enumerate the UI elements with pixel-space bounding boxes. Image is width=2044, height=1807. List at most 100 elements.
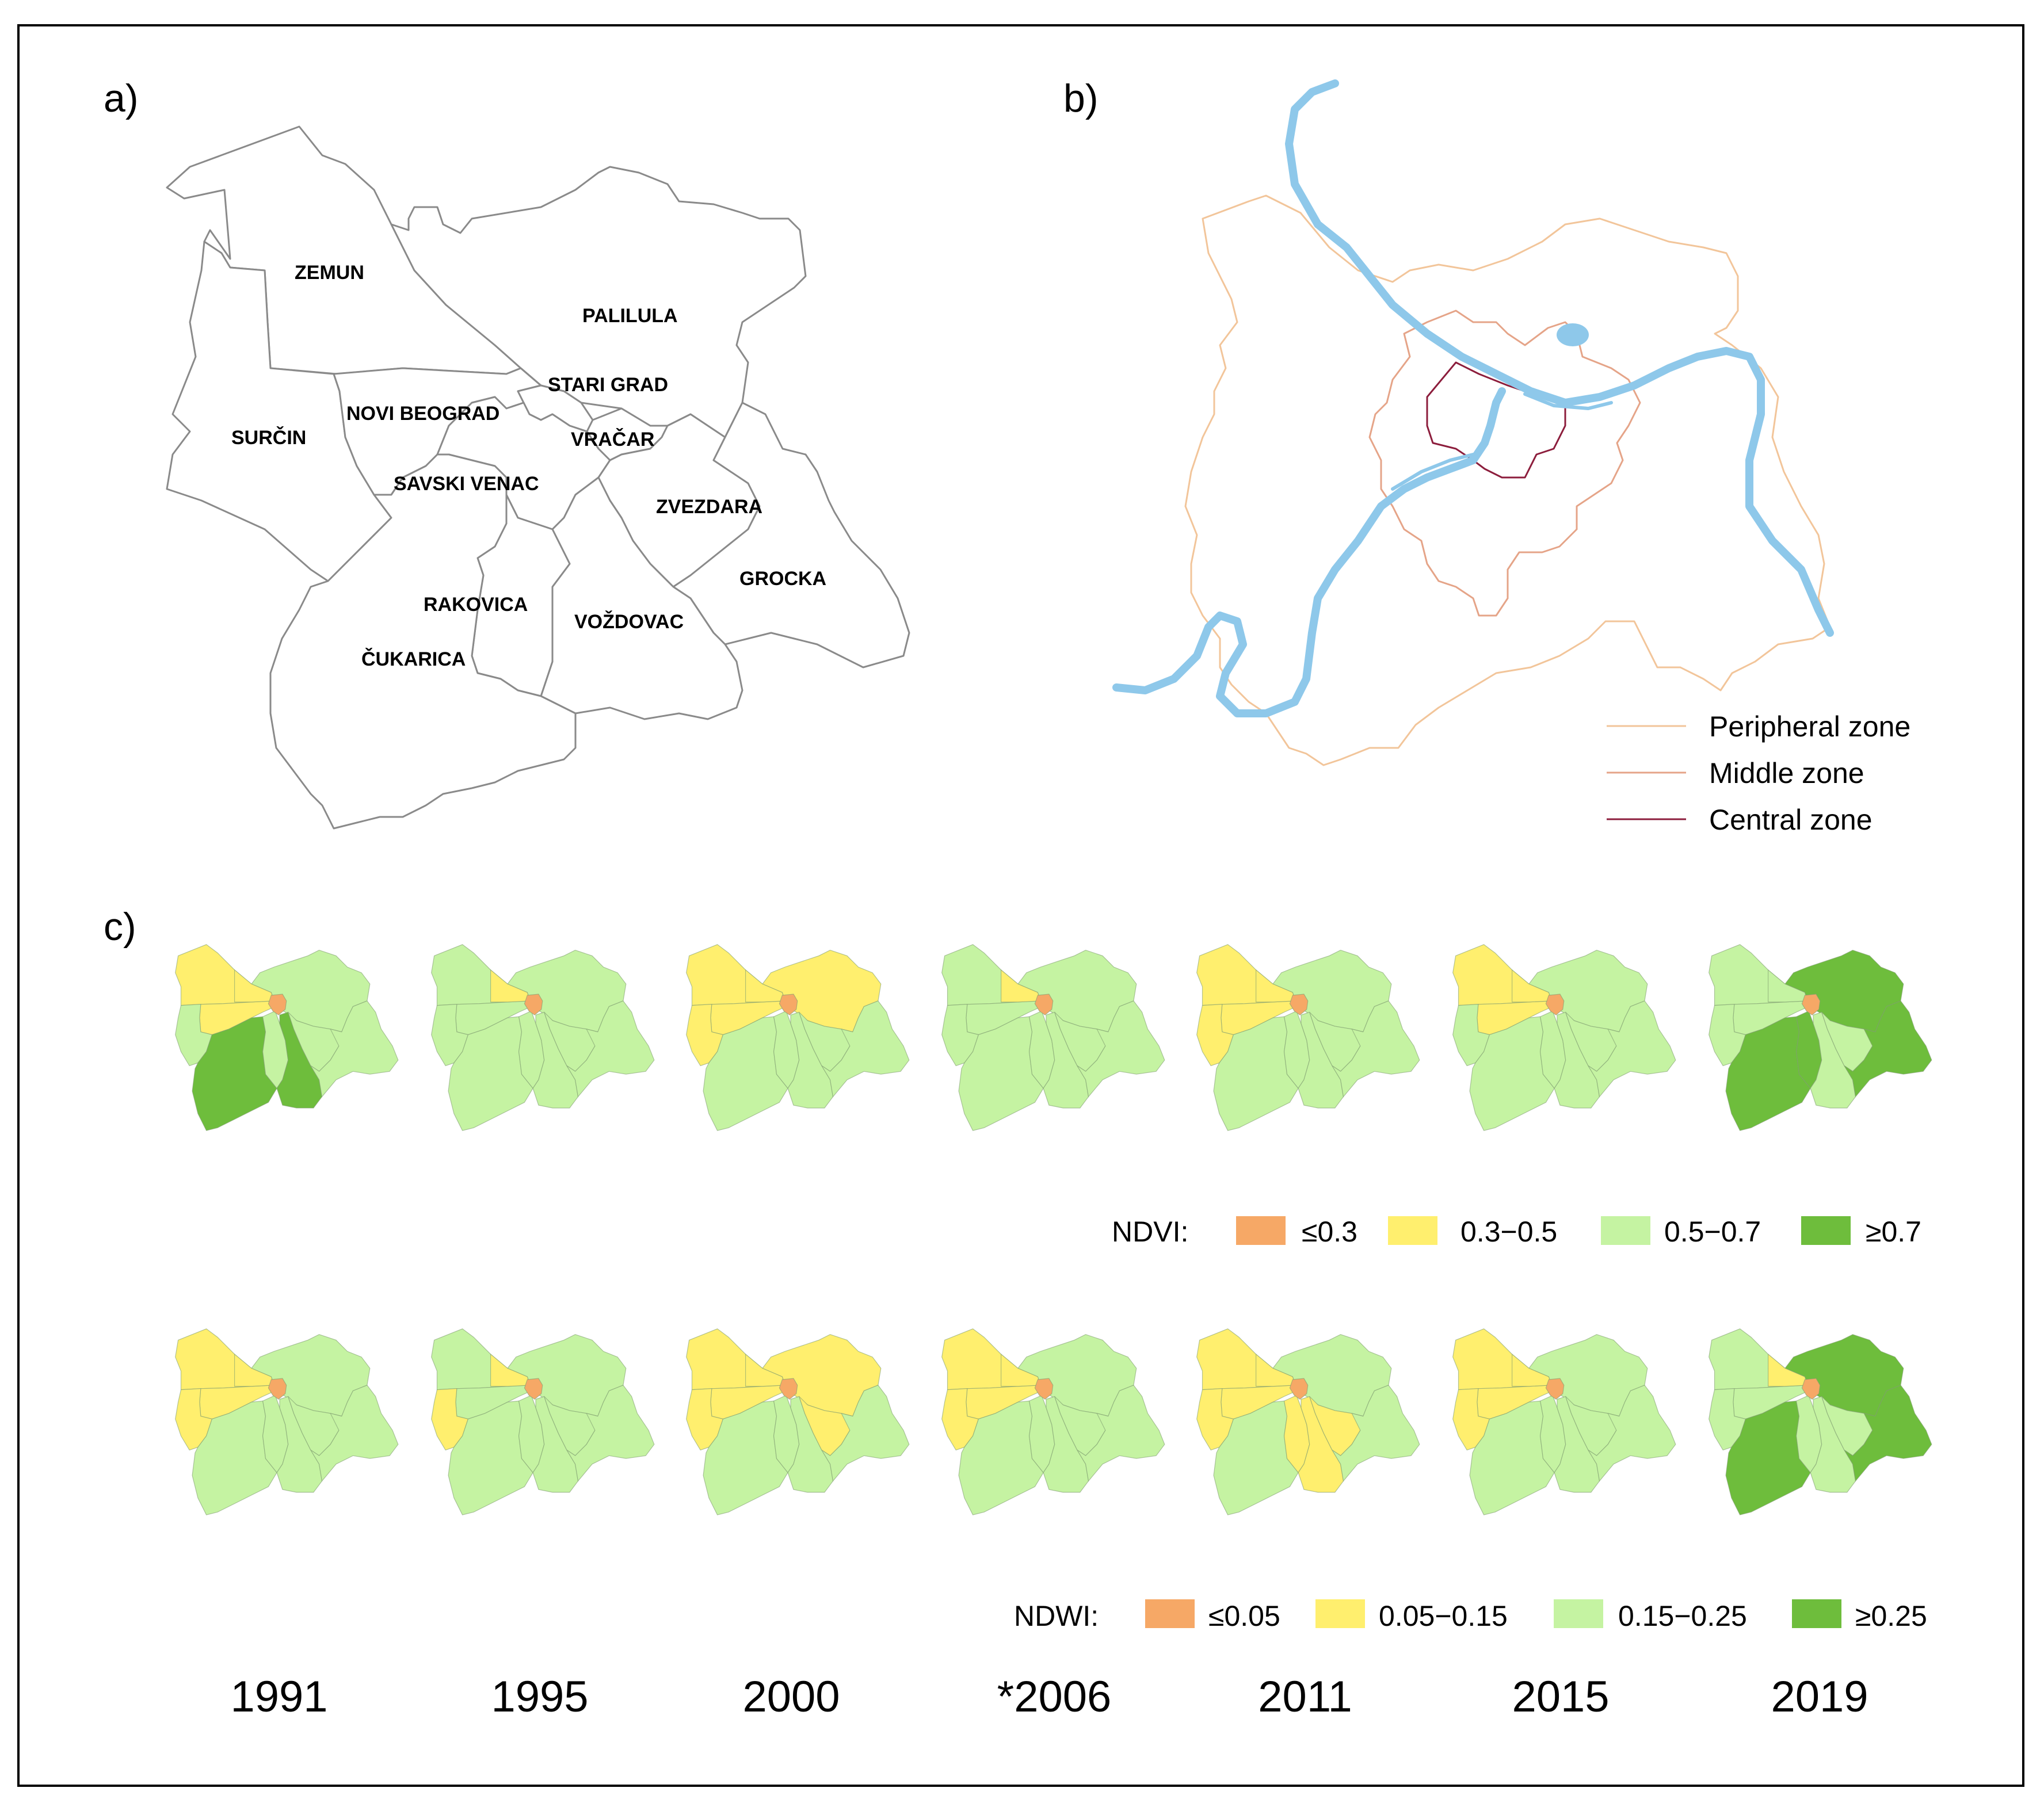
ndwi-legend-2: 0.05−0.15 [1379, 1600, 1508, 1632]
ndvi-legend-1: ≤0.3 [1302, 1216, 1357, 1248]
district-label-novi-beograd: NOVI BEOGRAD [346, 403, 499, 425]
ndvi-map-0 [175, 944, 399, 1131]
ndvi-map-2-region-cen [779, 994, 798, 1016]
district-label-palilula: PALILULA [582, 305, 678, 327]
ndwi-map-0-region-cuk [192, 1400, 277, 1515]
ndwi-map-5-region-gro [1588, 1385, 1676, 1482]
district-label-cukarica: ČUKARICA [361, 648, 466, 670]
ndwi-map-0-region-cen [268, 1378, 287, 1400]
district-label-vozdovac: VOŽDOVAC [574, 611, 684, 633]
year-label-2: 2000 [742, 1672, 840, 1721]
ndvi-map-4-region-cuk [1213, 1016, 1299, 1131]
ndvi-map-6-region-cen [1801, 994, 1821, 1016]
panel-c-label: c) [104, 905, 136, 949]
danube-river [1285, 79, 1834, 637]
ndvi-map-1 [431, 944, 655, 1131]
ndwi-map-6-region-gro [1844, 1385, 1932, 1482]
ndwi-map-1-region-cuk [448, 1400, 533, 1515]
ndvi-map-0-region-gro [310, 1000, 399, 1098]
district-cukarica [269, 453, 577, 830]
ndwi-map-1-region-cen [524, 1378, 543, 1400]
ndwi-map-5-region-cuk [1469, 1400, 1555, 1515]
ndvi-map-0-region-cen [268, 994, 287, 1016]
year-labels: 1991 1995 2000 *2006 2011 2015 2019 [230, 1672, 1868, 1721]
ndvi-map-3-region-gro [1077, 1000, 1165, 1098]
ndwi-map-4 [1196, 1328, 1420, 1515]
ndvi-map-row [175, 944, 1932, 1131]
ndwi-map-3-region-cen [1034, 1378, 1054, 1400]
ndwi-swatch-4 [1792, 1599, 1841, 1628]
ndvi-map-3 [941, 944, 1165, 1131]
district-label-surcin: SURČIN [231, 426, 306, 449]
lake [1557, 323, 1589, 346]
ndvi-map-4-region-gro [1332, 1000, 1420, 1098]
ndwi-map-3 [941, 1328, 1165, 1515]
ndwi-map-6-region-cen [1801, 1378, 1821, 1400]
ndvi-map-6-region-gro [1844, 1000, 1932, 1098]
ndvi-swatch-3 [1601, 1216, 1650, 1245]
ndwi-map-5-region-cen [1545, 1378, 1565, 1400]
year-label-4: 2011 [1258, 1672, 1352, 1721]
panel-b-label: b) [1063, 77, 1099, 120]
legend-central-zone: Central zone [1709, 804, 1873, 836]
year-label-6: 2019 [1771, 1672, 1868, 1721]
ndwi-legend-title: NDWI: [1014, 1600, 1099, 1632]
year-label-5: 2015 [1512, 1672, 1609, 1721]
middle-zone-outline [1368, 310, 1641, 617]
central-zone-outline [1426, 361, 1566, 479]
ndvi-swatch-2 [1388, 1216, 1437, 1245]
ndvi-map-1-region-cuk [448, 1016, 533, 1131]
year-label-3: *2006 [997, 1672, 1112, 1721]
ndwi-map-row [175, 1328, 1932, 1515]
ndvi-map-5-region-cen [1545, 994, 1565, 1016]
ndvi-map-1-region-gro [566, 1000, 655, 1098]
ndwi-map-0-region-gro [310, 1385, 399, 1482]
year-label-0: 1991 [230, 1672, 327, 1721]
ndvi-legend-3: 0.5−0.7 [1664, 1216, 1761, 1248]
ndwi-legend-1: ≤0.05 [1208, 1600, 1280, 1632]
zones-map [1112, 79, 1834, 766]
ndwi-map-5 [1452, 1328, 1676, 1515]
ndvi-map-5-region-gro [1588, 1000, 1676, 1098]
ndwi-map-3-region-gro [1077, 1385, 1165, 1482]
panel-a-label: a) [104, 77, 139, 120]
ndwi-swatch-3 [1554, 1599, 1603, 1628]
sava-river [1112, 387, 1506, 717]
ndvi-map-5-region-cuk [1469, 1016, 1555, 1131]
district-label-vracar: VRAČAR [571, 428, 654, 450]
ndvi-map-4 [1196, 944, 1420, 1131]
peripheral-zone-outline [1184, 194, 1831, 766]
ndvi-map-2 [686, 944, 910, 1131]
district-grocka [672, 402, 910, 668]
ndvi-map-6-region-cuk [1725, 1016, 1811, 1131]
district-label-grocka: GROCKA [739, 568, 826, 590]
ndvi-map-3-region-cuk [958, 1016, 1044, 1131]
ndwi-map-1-region-gro [566, 1385, 655, 1482]
ndvi-swatch-4 [1801, 1216, 1851, 1245]
ndvi-map-0-region-cuk [192, 1016, 277, 1131]
year-label-1: 1995 [491, 1672, 588, 1721]
ndwi-map-4-region-cuk [1213, 1400, 1299, 1515]
ndvi-map-2-region-gro [821, 1000, 910, 1098]
legend-peripheral-zone: Peripheral zone [1709, 710, 1910, 743]
ndvi-map-1-region-cen [524, 994, 543, 1016]
ndvi-map-6 [1709, 944, 1932, 1131]
ndwi-legend: NDWI: ≤0.05 0.05−0.15 0.15−0.25 ≥0.25 [1014, 1599, 1927, 1632]
ndwi-map-2 [686, 1328, 910, 1515]
ndwi-legend-3: 0.15−0.25 [1618, 1600, 1747, 1632]
ndwi-map-4-region-gro [1332, 1385, 1420, 1482]
district-label-savski-venac: SAVSKI VENAC [394, 473, 539, 495]
ndvi-swatch-1 [1236, 1216, 1286, 1245]
district-label-rakovica: RAKOVICA [424, 594, 528, 616]
ndwi-map-3-region-cuk [958, 1400, 1044, 1515]
ndwi-map-4-region-cen [1289, 1378, 1309, 1400]
ndwi-swatch-1 [1145, 1599, 1195, 1628]
sava-side-channel [1391, 453, 1475, 491]
ndvi-map-2-region-cuk [703, 1016, 788, 1131]
ndvi-map-3-region-cen [1034, 994, 1054, 1016]
ndwi-map-2-region-cen [779, 1378, 798, 1400]
ndwi-map-0 [175, 1328, 399, 1515]
danube-side-channel [1523, 392, 1613, 410]
ndvi-legend-2: 0.3−0.5 [1460, 1216, 1557, 1248]
